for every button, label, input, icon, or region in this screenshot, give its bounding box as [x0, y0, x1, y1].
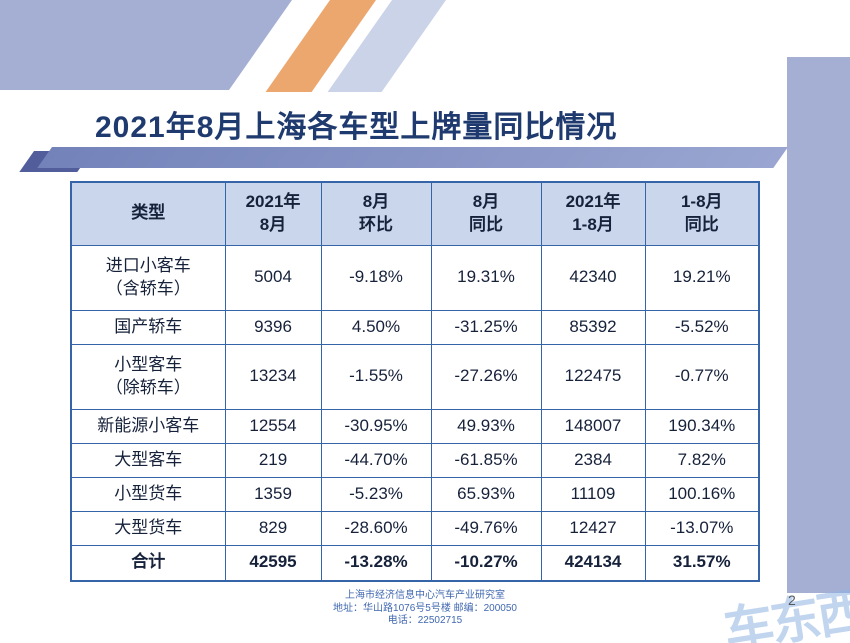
row-label: 大型客车 [70, 442, 226, 478]
table-row: 小型客车 （除轿车） 13234 -1.55% -27.26% 122475 -… [70, 343, 760, 410]
table-cell: 19.31% [430, 244, 542, 311]
table-cell: 5004 [224, 244, 322, 311]
col-header-yoy: 8月 同比 [430, 181, 542, 246]
table-row: 大型客车 219 -44.70% -61.85% 2384 7.82% [70, 442, 760, 478]
decor-right-band [787, 57, 850, 593]
table-cell: 219 [224, 442, 322, 478]
page-number: 2 [788, 592, 796, 608]
table-cell: 122475 [540, 343, 646, 410]
row-label: 合计 [70, 544, 226, 582]
table-cell: -44.70% [320, 442, 432, 478]
table-cell: 13234 [224, 343, 322, 410]
table-cell: -30.95% [320, 408, 432, 444]
table-cell: 85392 [540, 309, 646, 345]
slide-title: 2021年8月上海各车型上牌量同比情况 [95, 111, 618, 144]
table-header-row: 类型 2021年 8月 8月 环比 8月 同比 2021年 1-8月 1-8月 … [70, 181, 760, 246]
row-label: 进口小客车 （含轿车） [70, 244, 226, 311]
table-cell: -31.25% [430, 309, 542, 345]
table-row: 进口小客车 （含轿车） 5004 -9.18% 19.31% 42340 19.… [70, 244, 760, 311]
table-cell: -61.85% [430, 442, 542, 478]
table-cell: 1359 [224, 476, 322, 512]
registration-table: 类型 2021年 8月 8月 环比 8月 同比 2021年 1-8月 1-8月 … [70, 181, 760, 582]
table-cell: 65.93% [430, 476, 542, 512]
row-label: 小型货车 [70, 476, 226, 512]
table-cell: -1.55% [320, 343, 432, 410]
table-cell: 12554 [224, 408, 322, 444]
table-cell: 42595 [224, 544, 322, 582]
row-label: 国产轿车 [70, 309, 226, 345]
col-header-jan-aug-yoy: 1-8月 同比 [644, 181, 760, 246]
table-cell: -5.52% [644, 309, 760, 345]
decor-top-left-block [0, 0, 292, 90]
table-total-row: 合计 42595 -13.28% -10.27% 424134 31.57% [70, 544, 760, 582]
table-cell: -13.07% [644, 510, 760, 546]
table-cell: -27.26% [430, 343, 542, 410]
footer-phone: 电话：22502715 [387, 615, 463, 626]
row-label: 新能源小客车 [70, 408, 226, 444]
table-cell: -10.27% [430, 544, 542, 582]
table-cell: -28.60% [320, 510, 432, 546]
table-cell: 829 [224, 510, 322, 546]
table-cell: 11109 [540, 476, 646, 512]
table-cell: 190.34% [644, 408, 760, 444]
table-cell: 12427 [540, 510, 646, 546]
table-cell: 31.57% [644, 544, 760, 582]
table-cell: 49.93% [430, 408, 542, 444]
decor-title-bar [37, 147, 788, 168]
table-cell: 4.50% [320, 309, 432, 345]
table-row: 小型货车 1359 -5.23% 65.93% 11109 100.16% [70, 476, 760, 512]
table-cell: -49.76% [430, 510, 542, 546]
table-cell: 148007 [540, 408, 646, 444]
row-label: 小型客车 （除轿车） [70, 343, 226, 410]
col-header-jan-aug: 2021年 1-8月 [540, 181, 646, 246]
table-row: 新能源小客车 12554 -30.95% 49.93% 148007 190.3… [70, 408, 760, 444]
col-header-mom: 8月 环比 [320, 181, 432, 246]
table-cell: 2384 [540, 442, 646, 478]
col-header-aug-2021: 2021年 8月 [224, 181, 322, 246]
table-row: 国产轿车 9396 4.50% -31.25% 85392 -5.52% [70, 309, 760, 345]
table-cell: -5.23% [320, 476, 432, 512]
table-cell: 19.21% [644, 244, 760, 311]
table-cell: 424134 [540, 544, 646, 582]
table-cell: 9396 [224, 309, 322, 345]
footer-address: 地址：华山路1076号5号楼 邮编：200050 [333, 602, 517, 614]
footer-org: 上海市经济信息中心汽车产业研究室 [345, 590, 505, 601]
table-cell: -9.18% [320, 244, 432, 311]
row-label: 大型货车 [70, 510, 226, 546]
table-row: 大型货车 829 -28.60% -49.76% 12427 -13.07% [70, 510, 760, 546]
table-cell: 100.16% [644, 476, 760, 512]
table-cell: 7.82% [644, 442, 760, 478]
table-cell: -0.77% [644, 343, 760, 410]
table-cell: 42340 [540, 244, 646, 311]
table-cell: -13.28% [320, 544, 432, 582]
slide-footer: 上海市经济信息中心汽车产业研究室 地址：华山路1076号5号楼 邮编：20005… [0, 590, 850, 628]
col-header-type: 类型 [70, 181, 226, 246]
